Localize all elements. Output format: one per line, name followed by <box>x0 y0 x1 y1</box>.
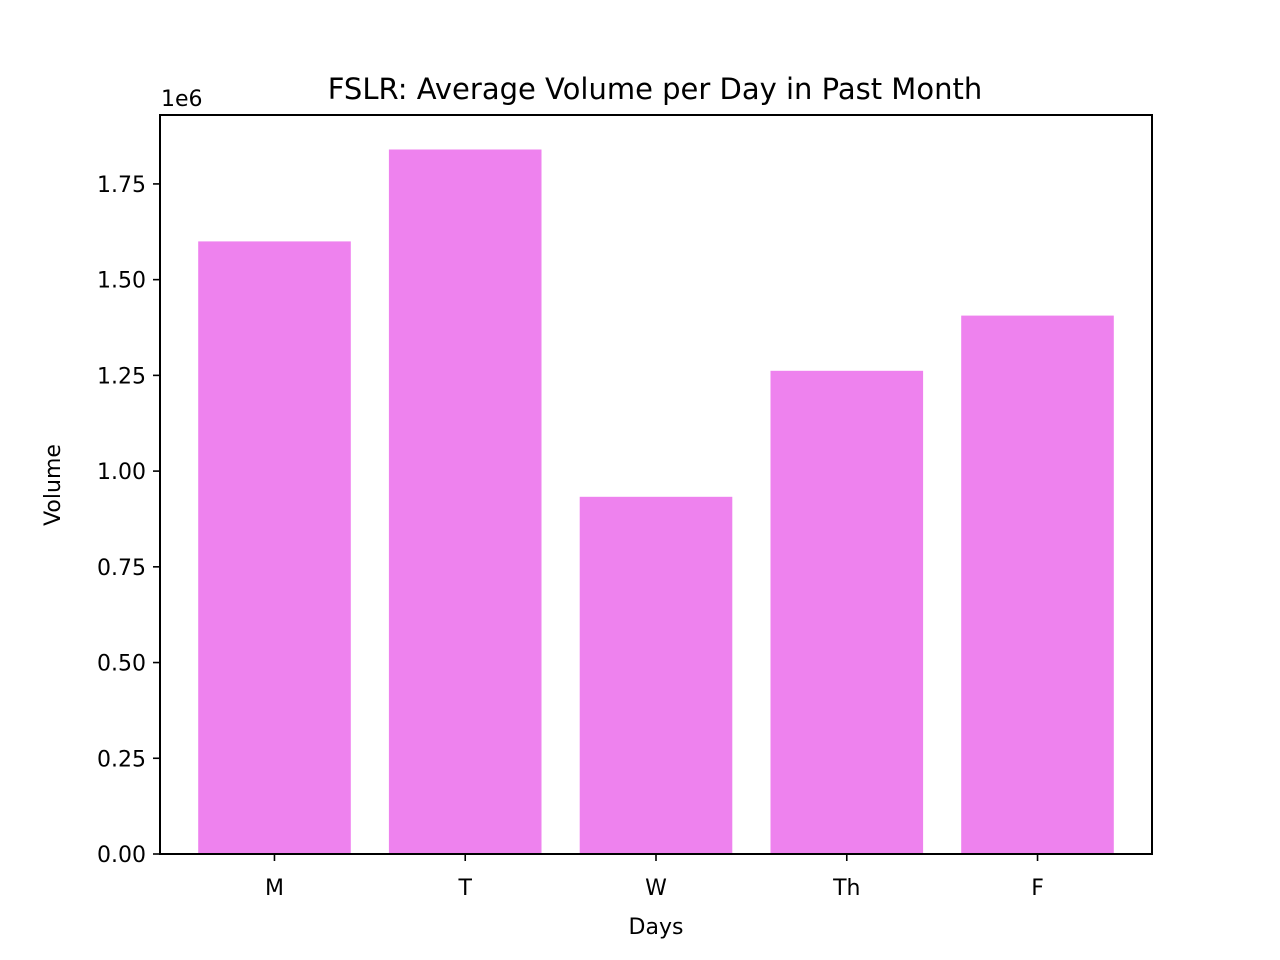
chart-title: FSLR: Average Volume per Day in Past Mon… <box>328 72 982 106</box>
y-tick-label: 1.00 <box>97 460 146 485</box>
y-axis-title: Volume <box>41 444 66 526</box>
x-tick-label: W <box>645 876 667 901</box>
x-tick-label: F <box>1031 876 1044 901</box>
y-tick-label: 1.75 <box>97 173 146 198</box>
y-tick-label: 0.50 <box>97 652 146 677</box>
y-axis-ticks: 0.00 0.25 0.50 0.75 1.00 1.25 1.50 1.75 <box>97 173 160 868</box>
y-tick-label: 0.00 <box>97 843 146 868</box>
y-tick-label: 0.25 <box>97 747 146 772</box>
x-axis-title: Days <box>629 915 684 940</box>
y-tick-label: 1.25 <box>97 364 146 389</box>
bars-group <box>198 149 1114 855</box>
y-axis-offset-label: 1e6 <box>161 87 203 112</box>
bar-th <box>770 370 924 854</box>
bar-m <box>198 241 351 854</box>
x-tick-label: T <box>458 876 473 901</box>
x-tick-label: M <box>265 876 284 901</box>
bar-w <box>579 496 733 854</box>
x-tick-label: Th <box>832 876 860 901</box>
y-tick-label: 0.75 <box>97 556 146 581</box>
x-axis-ticks: M T W Th F <box>265 854 1044 901</box>
plot-frame <box>159 114 1153 855</box>
bar-f <box>961 315 1114 855</box>
bar-t <box>388 149 542 854</box>
y-tick-label: 1.50 <box>97 269 146 294</box>
